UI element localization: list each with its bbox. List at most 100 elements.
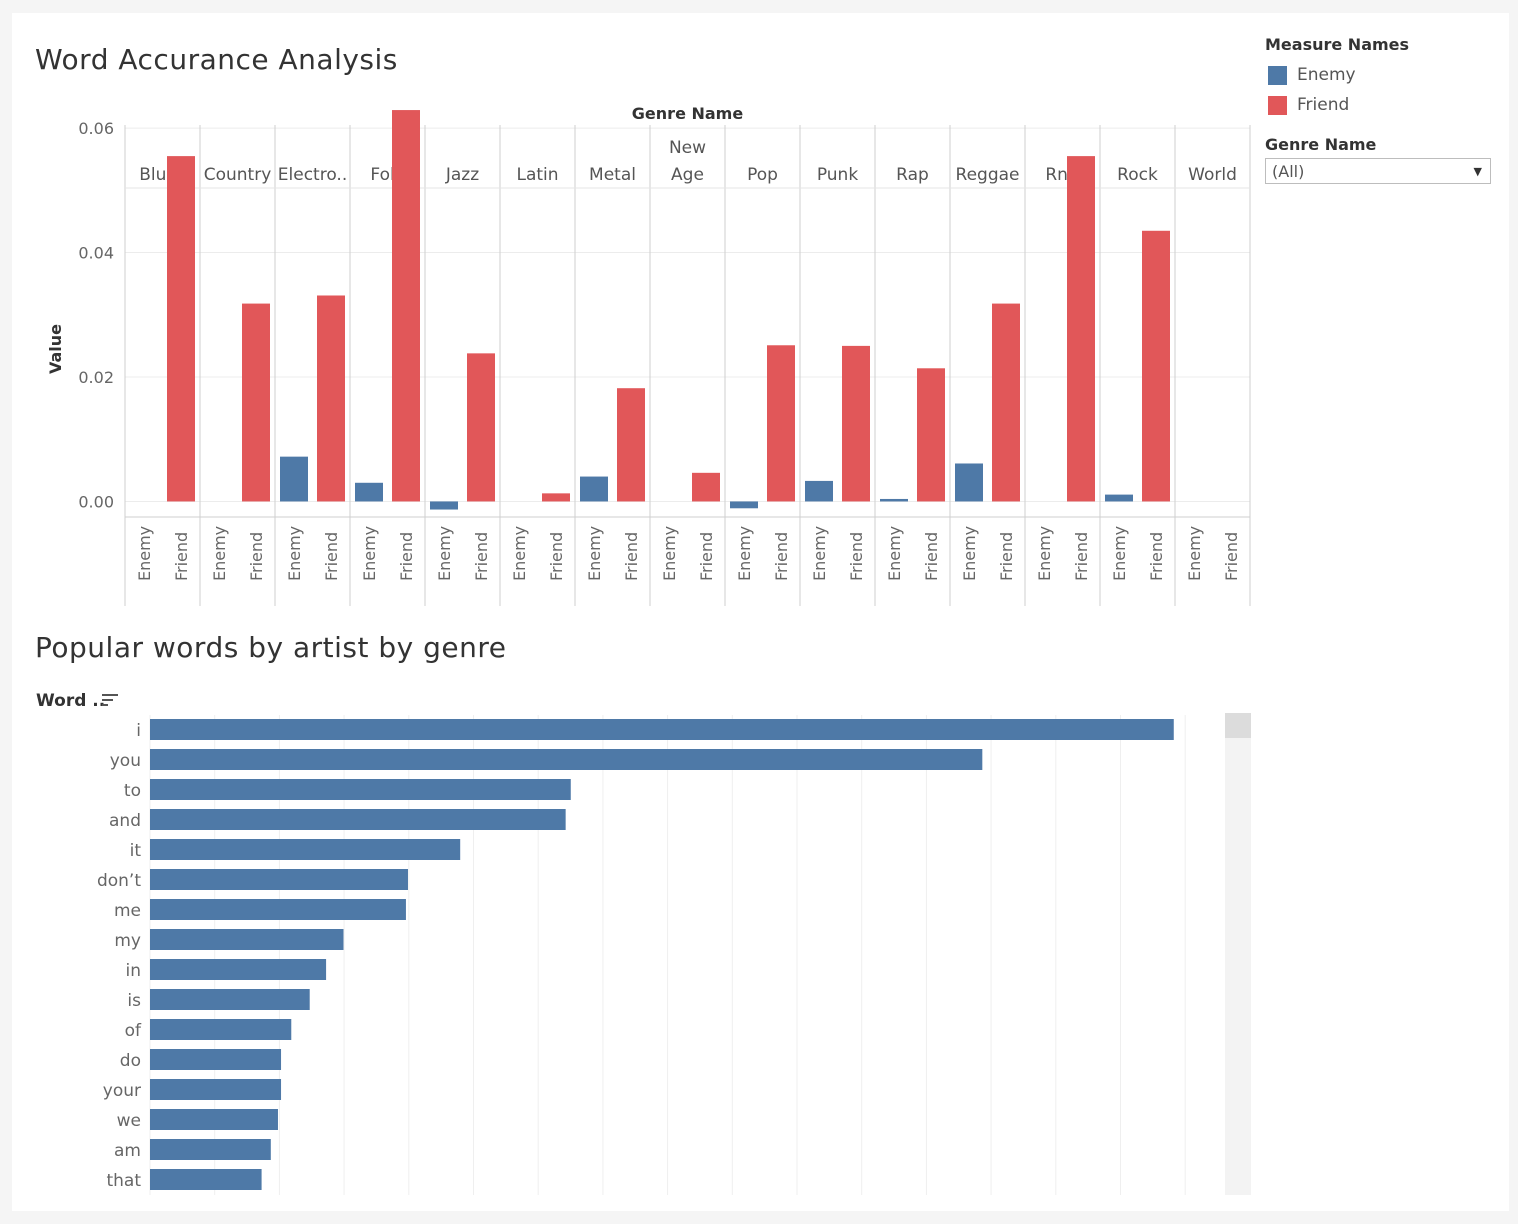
legend-label-enemy: Enemy bbox=[1297, 65, 1356, 85]
bar-friend bbox=[917, 368, 945, 502]
y-tick-label: 0.02 bbox=[78, 368, 114, 387]
legend: Measure Names Enemy Friend bbox=[1265, 35, 1505, 120]
sub-category-label: Friend bbox=[772, 532, 791, 581]
word-bar bbox=[150, 929, 344, 950]
word-bar bbox=[150, 1019, 292, 1040]
bar-enemy bbox=[805, 480, 833, 502]
chart-title: Word Accurance Analysis bbox=[35, 43, 398, 76]
genre-header: Latin bbox=[516, 165, 558, 185]
word-label: your bbox=[103, 1081, 141, 1101]
genre-header: Pop bbox=[747, 165, 778, 185]
popular-words-chart: i you to and it don’t me my in is of do your we am that bbox=[97, 715, 1186, 1195]
bar-friend bbox=[1067, 156, 1095, 502]
word-label: and bbox=[109, 811, 141, 831]
bar-enemy bbox=[430, 501, 458, 510]
sub-category-label: Friend bbox=[472, 532, 491, 581]
genre-header: Rap bbox=[896, 165, 929, 185]
word-bar bbox=[150, 869, 408, 890]
sub-category-label: Enemy bbox=[1185, 526, 1204, 581]
sub-category-label: Friend bbox=[922, 532, 941, 581]
bar-friend bbox=[767, 345, 795, 502]
sub-category-label: Enemy bbox=[885, 526, 904, 581]
legend-title: Measure Names bbox=[1265, 35, 1410, 54]
sub-category-label: Enemy bbox=[735, 526, 754, 581]
word-label: of bbox=[125, 1021, 142, 1041]
word-bar bbox=[150, 1079, 282, 1100]
genre-filter-value: (All) bbox=[1272, 162, 1305, 181]
bar-friend bbox=[467, 353, 495, 502]
sub-category-label: Friend bbox=[247, 532, 266, 581]
sub-category-label: Enemy bbox=[360, 526, 379, 581]
legend-swatch-enemy bbox=[1268, 65, 1287, 85]
word-label: is bbox=[127, 991, 141, 1011]
word-label: me bbox=[114, 901, 141, 921]
bar-friend bbox=[617, 388, 645, 502]
column-header: Genre Name bbox=[632, 104, 744, 123]
sub-category-label: Friend bbox=[697, 532, 716, 581]
legend-item-friend[interactable]: Friend bbox=[1265, 90, 1505, 120]
dashboard: Word Accurance Analysis Genre Name 0.00 0.… bbox=[12, 13, 1509, 1211]
bar-enemy bbox=[280, 456, 308, 502]
bar-friend bbox=[842, 345, 870, 502]
word-label: in bbox=[126, 961, 142, 981]
genre-header: Rock bbox=[1117, 165, 1158, 185]
word-bar bbox=[150, 809, 566, 830]
sub-category-label: Enemy bbox=[1035, 526, 1054, 581]
word-label: to bbox=[124, 781, 141, 801]
bar-friend bbox=[992, 303, 1020, 502]
bar-enemy bbox=[955, 463, 983, 502]
word-bar bbox=[150, 989, 310, 1010]
sub-category-label: Friend bbox=[322, 532, 341, 581]
sub-category-label: Friend bbox=[1147, 532, 1166, 581]
sub-category-label: Friend bbox=[397, 532, 416, 581]
sub-category-label: Friend bbox=[997, 532, 1016, 581]
bar-chart-title: Popular words by artist by genre bbox=[35, 631, 507, 664]
genre-filter-dropdown[interactable]: (All) ▼ bbox=[1265, 158, 1491, 184]
word-label: do bbox=[120, 1051, 141, 1071]
sub-category-label: Enemy bbox=[960, 526, 979, 581]
word-bar bbox=[150, 1169, 262, 1190]
bar-enemy bbox=[580, 476, 608, 502]
bar-friend bbox=[1142, 230, 1170, 502]
sub-category-label: Enemy bbox=[810, 526, 829, 581]
word-bar bbox=[150, 899, 406, 920]
bar-enemy bbox=[1105, 494, 1133, 502]
sub-category-label: Friend bbox=[622, 532, 641, 581]
sort-descending-icon[interactable] bbox=[102, 694, 118, 708]
y-tick-label: 0.06 bbox=[78, 119, 114, 138]
y-axis-label: Value bbox=[46, 324, 65, 374]
word-bar bbox=[150, 719, 1174, 740]
scrollbar-thumb[interactable] bbox=[1225, 713, 1251, 738]
sub-category-label: Enemy bbox=[510, 526, 529, 581]
genre-filter: Genre Name (All) ▼ bbox=[1265, 135, 1491, 184]
sub-category-label: Friend bbox=[547, 532, 566, 581]
legend-swatch-friend bbox=[1268, 95, 1287, 115]
word-bar bbox=[150, 1049, 282, 1070]
scrollbar-track[interactable] bbox=[1225, 713, 1251, 1195]
genre-filter-label: Genre Name bbox=[1265, 135, 1377, 154]
bar-friend bbox=[317, 295, 345, 502]
word-label: my bbox=[114, 931, 141, 951]
genre-header: New bbox=[669, 138, 706, 158]
word-bar bbox=[150, 1139, 271, 1160]
word-label: don’t bbox=[97, 871, 141, 891]
bar-enemy bbox=[880, 498, 908, 502]
sub-category-label: Enemy bbox=[435, 526, 454, 581]
sub-category-label: Enemy bbox=[1110, 526, 1129, 581]
sub-category-label: Friend bbox=[847, 532, 866, 581]
word-bar bbox=[150, 779, 571, 800]
word-label: it bbox=[130, 841, 142, 861]
genre-header: Reggae bbox=[956, 165, 1020, 185]
genre-header: Age bbox=[671, 165, 704, 185]
word-bar bbox=[150, 749, 983, 770]
sub-category-label: Enemy bbox=[585, 526, 604, 581]
bar-friend bbox=[392, 110, 420, 502]
legend-label-friend: Friend bbox=[1297, 95, 1350, 115]
word-label: that bbox=[106, 1171, 141, 1191]
chevron-down-icon: ▼ bbox=[1473, 165, 1482, 178]
bar-friend bbox=[542, 493, 570, 502]
legend-item-enemy[interactable]: Enemy bbox=[1265, 60, 1505, 90]
genre-header: Country bbox=[204, 165, 272, 185]
genre-header: Metal bbox=[589, 165, 636, 185]
word-label: you bbox=[110, 751, 141, 771]
